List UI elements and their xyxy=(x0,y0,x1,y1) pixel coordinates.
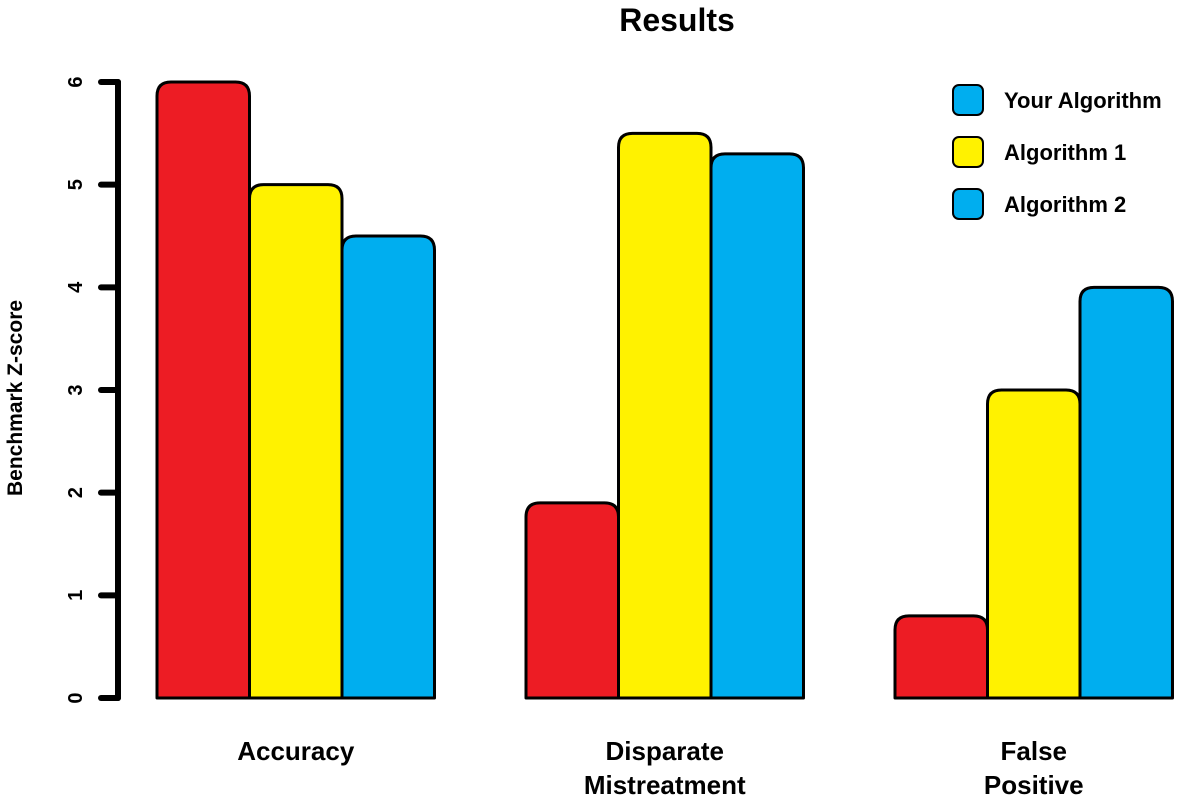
bar xyxy=(155,80,251,700)
bar xyxy=(617,131,713,700)
y-tick-label: 3 xyxy=(65,384,87,395)
category-labels: Accuracy Disparate Mistreatment False Positi… xyxy=(237,736,1083,800)
legend-swatch xyxy=(952,188,984,220)
y-tick-label: 4 xyxy=(65,281,87,293)
x-category-label: Disparate xyxy=(606,736,725,766)
bar xyxy=(1078,285,1174,700)
x-category-label: Mistreatment xyxy=(584,770,746,800)
bar xyxy=(248,183,344,700)
bar xyxy=(340,234,436,700)
y-tick-label: 0 xyxy=(65,692,87,703)
legend-swatch xyxy=(952,136,984,168)
bar xyxy=(986,388,1082,700)
bar xyxy=(893,614,989,700)
y-axis: 0 1 2 3 4 5 6 xyxy=(65,76,121,704)
y-tick-label: 5 xyxy=(65,179,87,190)
y-tick-label: 6 xyxy=(65,76,87,87)
legend-label: Your Algorithm xyxy=(1004,88,1162,113)
legend: Your Algorithm Algorithm 1 Algorithm 2 xyxy=(952,84,1162,220)
x-category-label: Accuracy xyxy=(237,736,355,766)
bars-group xyxy=(155,80,1174,700)
chart-title: Results xyxy=(619,2,735,38)
bar xyxy=(709,152,805,700)
y-tick-label: 2 xyxy=(65,487,87,498)
legend-label: Algorithm 2 xyxy=(1004,192,1126,217)
legend-label: Algorithm 1 xyxy=(1004,140,1126,165)
y-axis-label: Benchmark Z-score xyxy=(4,300,27,496)
y-tick-label: 1 xyxy=(65,590,87,601)
bar xyxy=(524,501,620,700)
legend-swatch xyxy=(952,84,984,116)
x-category-label: False xyxy=(1001,736,1068,766)
x-category-label: Positive xyxy=(984,770,1084,800)
